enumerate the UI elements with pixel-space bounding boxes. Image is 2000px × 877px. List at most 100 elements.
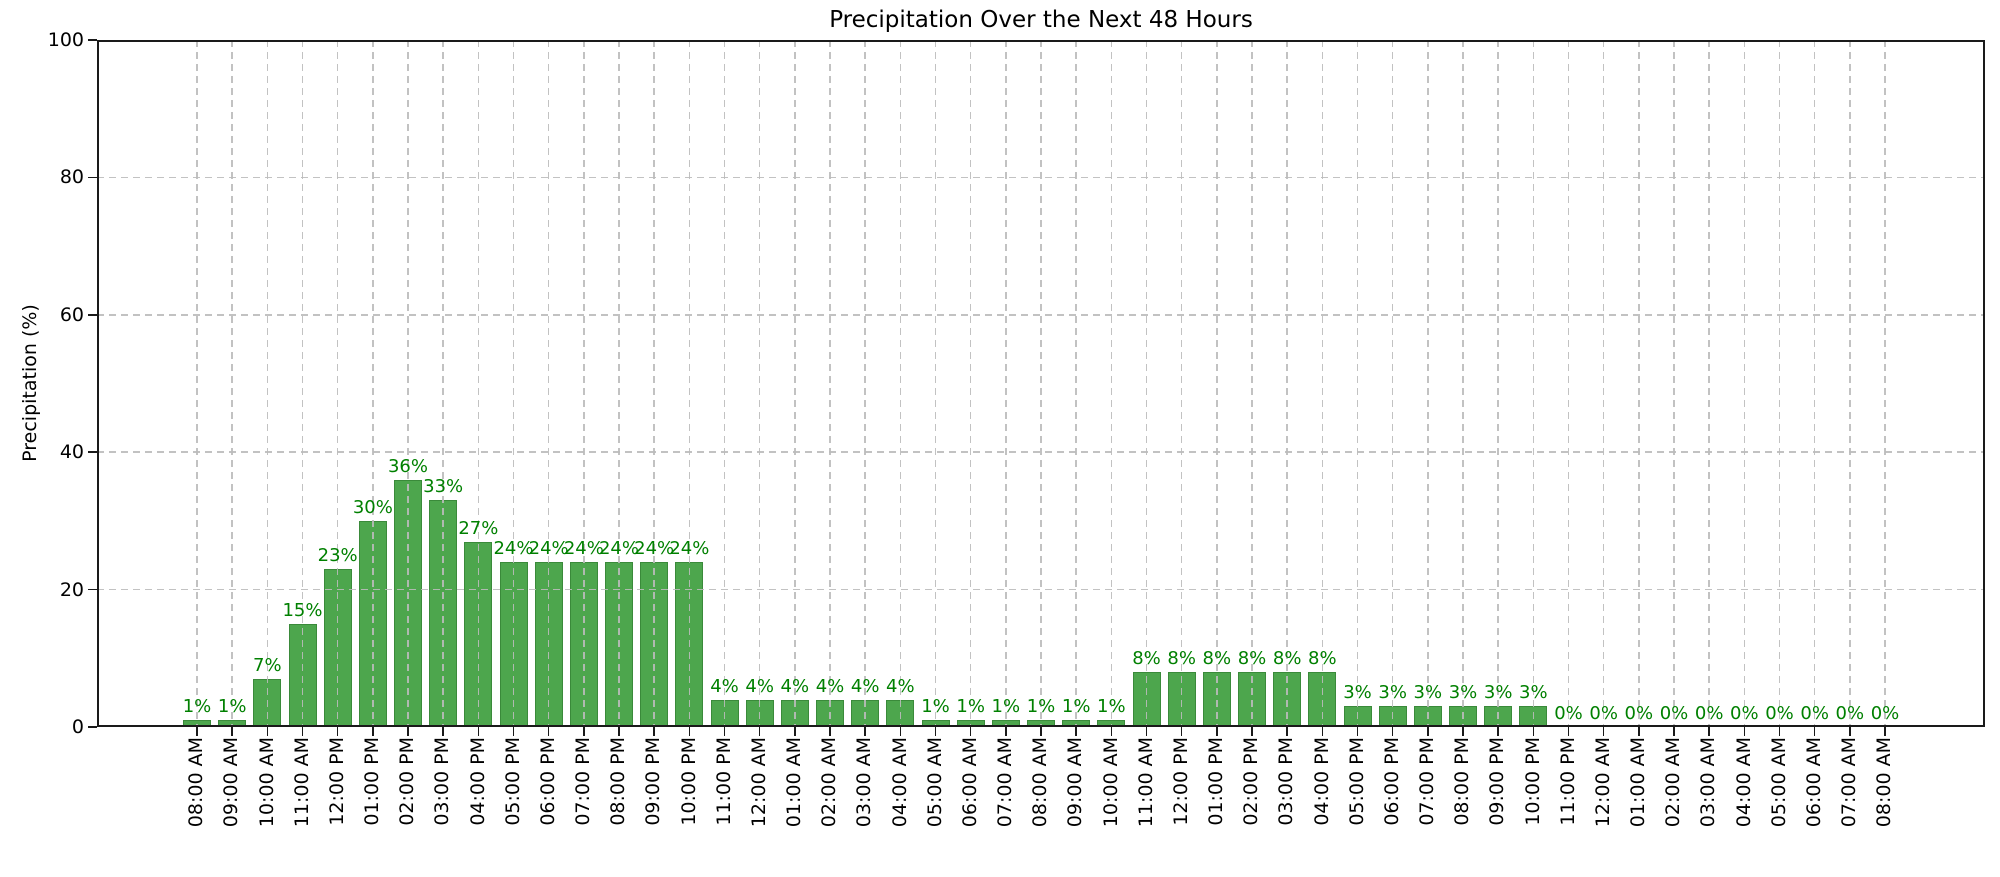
x-tick-mark <box>1708 727 1710 736</box>
bar-value-label: 15% <box>282 599 323 621</box>
bar-value-label: 4% <box>815 675 845 697</box>
x-tick-mark <box>969 727 972 736</box>
x-tick-label: 07:00 AM <box>994 737 1017 828</box>
bar-value-label: 1% <box>217 696 247 718</box>
x-tick-label: 09:00 PM <box>1486 737 1509 826</box>
bar-value-label: 8% <box>1237 648 1267 670</box>
y-axis-label: Precipitation (%) <box>19 304 41 462</box>
bar-value-label: 1% <box>991 696 1021 718</box>
x-tick-mark <box>688 727 691 736</box>
x-tick-mark <box>1251 727 1253 736</box>
y-tick-label: 100 <box>47 29 84 51</box>
vertical-gridline <box>407 40 409 727</box>
x-tick-mark <box>583 727 585 736</box>
bar-value-label: 0% <box>1554 703 1583 724</box>
x-tick-mark <box>934 727 937 736</box>
vertical-gridline <box>688 40 691 727</box>
bar-value-label: 4% <box>850 675 880 697</box>
vertical-gridline <box>1602 40 1605 727</box>
vertical-gridline <box>1813 40 1816 727</box>
bar-value-label: 8% <box>1132 648 1161 670</box>
vertical-gridline <box>618 40 620 727</box>
vertical-gridline <box>442 40 444 727</box>
vertical-gridline <box>934 40 937 727</box>
vertical-gridline <box>231 40 233 727</box>
x-tick-label: 11:00 AM <box>1134 737 1157 828</box>
vertical-gridline <box>829 40 831 727</box>
bar-value-label: 3% <box>1413 682 1443 704</box>
precipitation-chart: { "title": "Precipitation Over the Next … <box>19 7 1985 828</box>
y-tick-label: 80 <box>59 166 84 189</box>
plot-area: 1% 1% 7% 15% 23% 30% 36% 33% 27% 24% 24% 24% 24% 24% 2… <box>97 40 1985 727</box>
x-tick-mark <box>758 727 761 736</box>
vertical-gridline <box>899 40 902 727</box>
bar-value-label: 24% <box>634 538 675 560</box>
bar-value-label: 8% <box>1202 648 1232 670</box>
x-tick-label: 05:00 PM <box>501 737 524 826</box>
bar-value-label: 27% <box>458 517 499 539</box>
x-tick-label: 06:00 AM <box>1802 737 1825 828</box>
bar-value-label: 8% <box>1308 648 1337 670</box>
y-tick-mark <box>88 39 97 41</box>
x-tick-mark <box>794 727 796 736</box>
vertical-gridline <box>723 40 726 727</box>
vertical-gridline <box>266 40 269 727</box>
x-tick-label: 03:00 PM <box>431 737 454 826</box>
vertical-gridline <box>1778 40 1781 727</box>
vertical-gridline <box>547 40 550 727</box>
x-tick-mark <box>864 727 866 736</box>
x-tick-label: 07:00 AM <box>1838 737 1861 828</box>
x-tick-mark <box>1778 727 1781 736</box>
vertical-gridline <box>512 40 515 727</box>
vertical-gridline <box>1497 40 1499 727</box>
y-tick-mark <box>88 314 97 316</box>
bar-value-label: 0% <box>1870 703 1900 724</box>
x-tick-label: 01:00 PM <box>1205 737 1228 826</box>
x-tick-label: 11:00 AM <box>290 737 313 828</box>
bar-value-label: 0% <box>1800 703 1829 724</box>
vertical-gridline <box>1532 40 1535 727</box>
y-tick-mark <box>88 588 97 591</box>
x-tick-label: 09:00 AM <box>1064 737 1087 828</box>
x-tick-mark <box>1005 727 1007 736</box>
bar-value-label: 0% <box>1624 703 1654 724</box>
x-tick-mark <box>1075 727 1077 736</box>
bar-value-label: 0% <box>1765 703 1794 724</box>
vertical-gridline <box>1110 40 1113 727</box>
vertical-gridline <box>1251 40 1253 727</box>
bar-value-label: 4% <box>745 675 774 697</box>
x-tick-label: 12:00 AM <box>747 737 770 828</box>
x-tick-mark <box>899 727 902 736</box>
x-tick-label: 07:00 PM <box>572 737 595 826</box>
x-tick-mark <box>1884 727 1886 736</box>
x-tick-label: 03:00 PM <box>1275 737 1298 826</box>
x-tick-label: 12:00 AM <box>1591 737 1614 828</box>
x-tick-label: 04:00 AM <box>1732 737 1755 828</box>
bar-value-label: 36% <box>387 455 428 477</box>
x-tick-label: 12:00 PM <box>1169 737 1192 826</box>
vertical-gridline <box>1638 40 1640 727</box>
x-tick-mark <box>1673 727 1675 736</box>
vertical-gridline <box>1075 40 1077 727</box>
vertical-gridline <box>372 40 374 727</box>
vertical-gridline <box>1180 40 1183 727</box>
bar-value-label: 0% <box>1589 703 1618 724</box>
vertical-gridline <box>653 40 655 727</box>
x-tick-label: 03:00 AM <box>1697 737 1720 828</box>
x-tick-mark <box>231 727 233 736</box>
x-tick-label: 12:00 PM <box>325 737 348 826</box>
x-tick-label: 05:00 PM <box>1345 737 1368 826</box>
x-tick-label: 06:00 PM <box>1380 737 1403 826</box>
x-tick-label: 02:00 AM <box>1662 737 1685 828</box>
y-tick-label: 0 <box>71 716 84 738</box>
x-tick-label: 02:00 PM <box>396 737 419 826</box>
x-tick-mark <box>1462 727 1464 736</box>
x-tick-label: 08:00 PM <box>1451 737 1474 826</box>
x-tick-mark <box>1286 727 1288 736</box>
x-tick-label: 01:00 AM <box>783 737 806 828</box>
x-tick-mark <box>442 727 444 736</box>
x-tick-label: 05:00 AM <box>923 737 946 828</box>
vertical-gridline <box>969 40 972 727</box>
x-tick-label: 06:00 PM <box>536 737 559 826</box>
x-tick-label: 10:00 AM <box>255 737 278 828</box>
